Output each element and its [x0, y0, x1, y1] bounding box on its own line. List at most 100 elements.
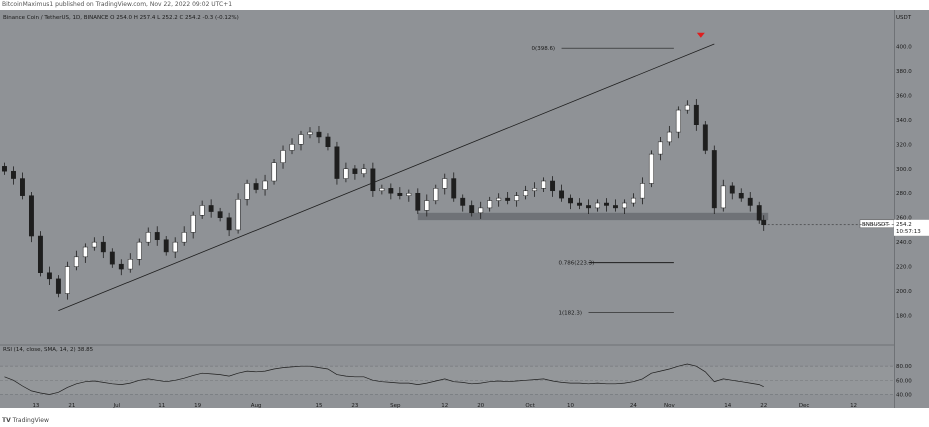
candle[interactable]: [397, 192, 403, 196]
footer-brand[interactable]: 𝗧𝗩 TradingView: [2, 416, 49, 426]
candle[interactable]: [289, 144, 295, 151]
time-tick-label: Oct: [525, 403, 535, 409]
candle[interactable]: [190, 214, 196, 233]
candle[interactable]: [460, 197, 466, 206]
candle[interactable]: [64, 266, 70, 294]
candle[interactable]: [657, 141, 663, 155]
candle[interactable]: [648, 153, 654, 184]
candle[interactable]: [334, 146, 340, 179]
candle[interactable]: [316, 131, 322, 138]
candle[interactable]: [639, 183, 645, 199]
rsi-series-line[interactable]: [4, 363, 764, 395]
candle[interactable]: [217, 211, 223, 218]
candle[interactable]: [550, 180, 556, 192]
top-arrow-icon[interactable]: [696, 32, 705, 38]
candle[interactable]: [469, 205, 475, 214]
published-line: BitcoinMaximus1 published on TradingView…: [2, 1, 233, 8]
candle[interactable]: [73, 256, 79, 267]
candle[interactable]: [747, 197, 753, 206]
candle[interactable]: [208, 205, 214, 212]
candle[interactable]: [109, 251, 115, 265]
candle[interactable]: [280, 150, 286, 163]
candle[interactable]: [541, 180, 547, 189]
candle[interactable]: [577, 202, 582, 206]
candle[interactable]: [37, 235, 43, 273]
candle[interactable]: [325, 136, 331, 148]
candle[interactable]: [478, 207, 484, 214]
candle[interactable]: [433, 188, 439, 201]
candle[interactable]: [406, 192, 412, 196]
candle[interactable]: [136, 241, 142, 260]
candle[interactable]: [361, 168, 367, 174]
candle[interactable]: [2, 166, 7, 172]
candle[interactable]: [262, 180, 268, 190]
candle[interactable]: [370, 168, 376, 192]
ascending-support-line[interactable]: [58, 43, 715, 312]
rsi-legend: RSI (14, close, SMA, 14, 2) 38.85: [3, 346, 93, 354]
candle[interactable]: [487, 200, 493, 209]
candle[interactable]: [729, 185, 735, 194]
candle[interactable]: [415, 192, 421, 211]
candle[interactable]: [451, 178, 457, 199]
candle[interactable]: [604, 202, 609, 206]
candle[interactable]: [244, 183, 250, 200]
candle[interactable]: [46, 272, 52, 280]
candle[interactable]: [352, 168, 358, 174]
candle[interactable]: [630, 197, 636, 204]
candle[interactable]: [442, 178, 448, 189]
candle[interactable]: [559, 190, 565, 199]
candle[interactable]: [127, 259, 133, 270]
candle[interactable]: [154, 232, 160, 240]
candle[interactable]: [11, 170, 16, 179]
candle[interactable]: [118, 263, 124, 270]
horizontal-support-zone[interactable]: [417, 212, 769, 221]
candle[interactable]: [568, 197, 573, 204]
candle[interactable]: [622, 202, 627, 209]
candle[interactable]: [82, 246, 88, 258]
candle[interactable]: [20, 178, 25, 196]
candle[interactable]: [424, 200, 430, 211]
candle[interactable]: [343, 168, 349, 179]
candle[interactable]: [523, 190, 529, 196]
candle[interactable]: [172, 241, 178, 253]
candle[interactable]: [496, 197, 502, 201]
candle[interactable]: [55, 278, 61, 294]
candle[interactable]: [307, 131, 313, 135]
candle[interactable]: [271, 162, 277, 182]
candle[interactable]: [675, 109, 681, 133]
candle[interactable]: [163, 239, 169, 253]
price-axis[interactable]: [894, 10, 929, 408]
time-tick-label: 10: [567, 403, 574, 409]
candle[interactable]: [181, 232, 187, 243]
candle[interactable]: [514, 195, 520, 201]
candle[interactable]: [702, 124, 708, 151]
candle[interactable]: [684, 104, 690, 111]
candle[interactable]: [532, 188, 538, 192]
candle[interactable]: [666, 131, 672, 143]
rsi-label: RSI (14, close, SMA, 14, 2): [3, 347, 76, 353]
candle[interactable]: [595, 202, 600, 209]
candle[interactable]: [28, 195, 34, 237]
candle[interactable]: [738, 192, 744, 199]
candle[interactable]: [720, 185, 726, 209]
candle[interactable]: [199, 205, 205, 216]
candle[interactable]: [756, 205, 762, 221]
candle[interactable]: [761, 219, 767, 226]
candle[interactable]: [586, 205, 591, 209]
candle[interactable]: [379, 188, 385, 192]
candle[interactable]: [711, 150, 717, 209]
candle[interactable]: [388, 188, 394, 194]
candle[interactable]: [298, 134, 304, 145]
candle[interactable]: [235, 199, 241, 231]
rsi-level-label: 60.00: [896, 378, 912, 384]
candle[interactable]: [505, 197, 511, 201]
candle[interactable]: [226, 217, 232, 231]
candle[interactable]: [253, 183, 259, 190]
candle[interactable]: [693, 104, 699, 125]
last-price-label: 254.2: [896, 222, 912, 228]
candle[interactable]: [100, 241, 106, 253]
candle[interactable]: [145, 232, 151, 243]
chart-pane[interactable]: [0, 10, 894, 408]
candle[interactable]: [613, 205, 618, 209]
candle[interactable]: [91, 241, 97, 248]
